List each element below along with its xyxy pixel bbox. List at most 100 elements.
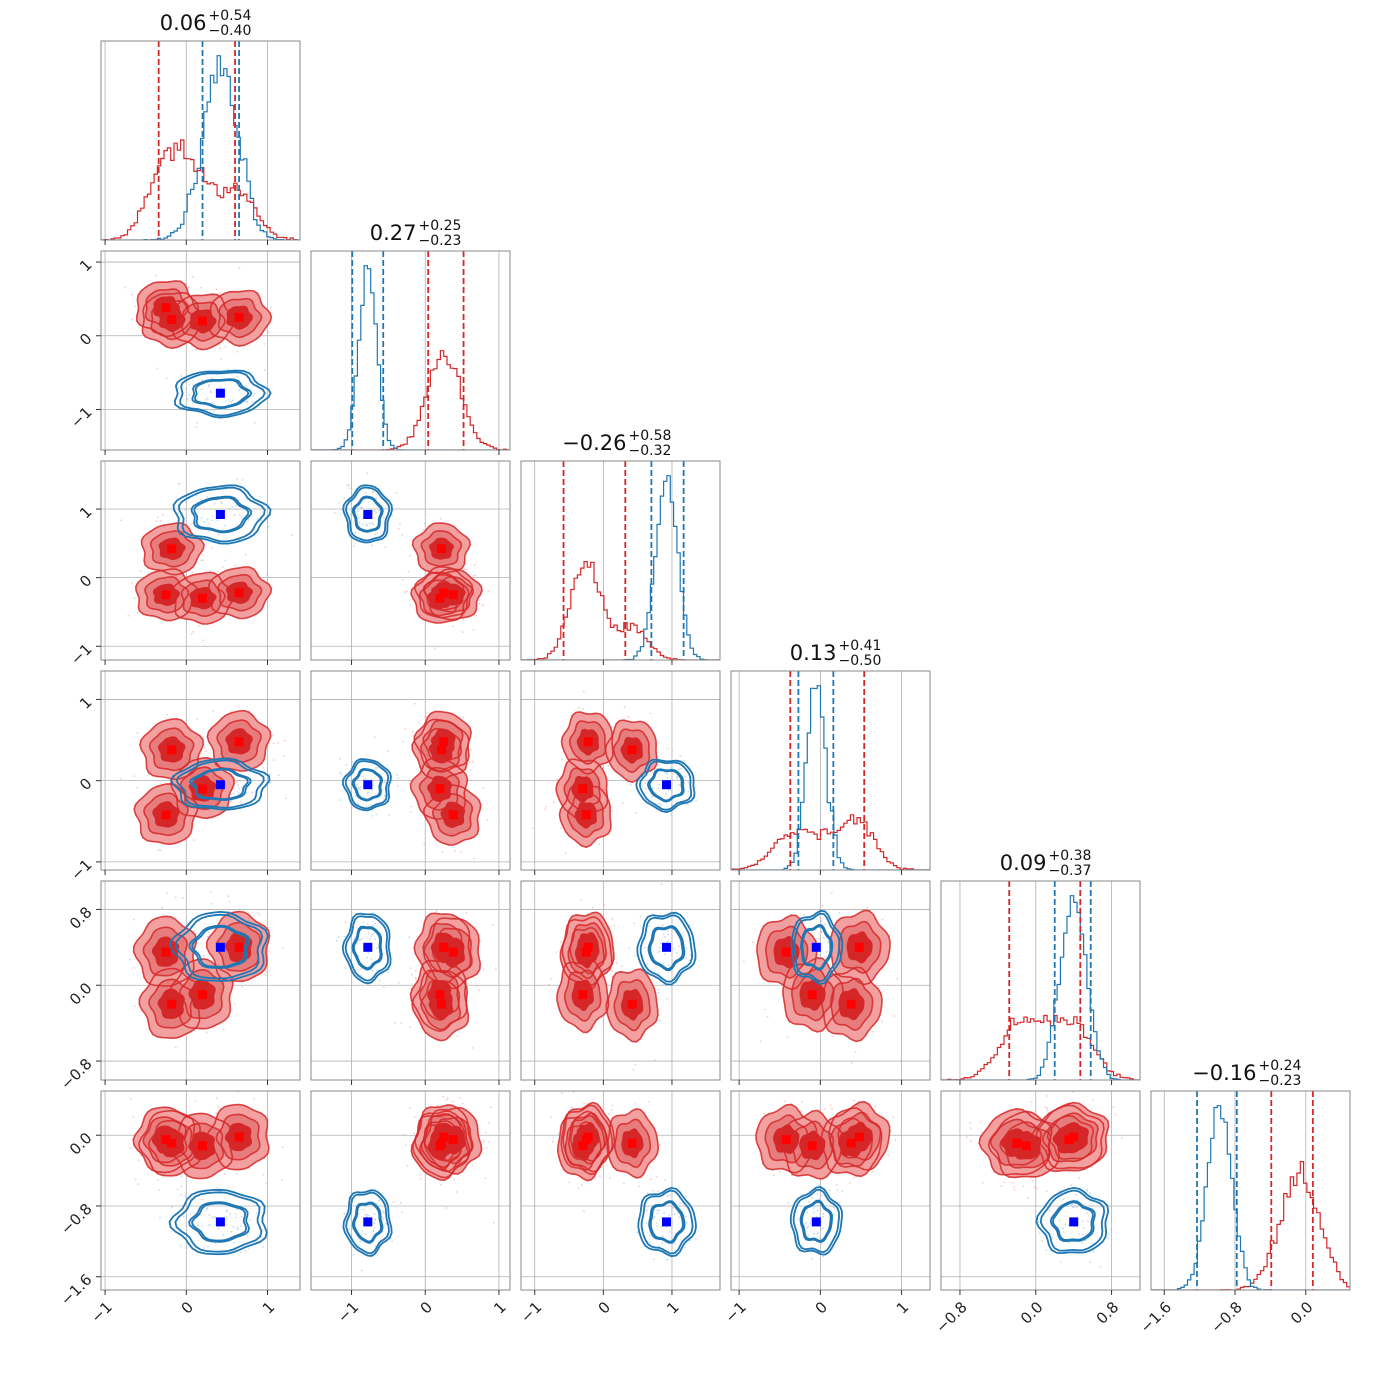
sample-point-blue: [204, 398, 207, 401]
red-contour: [422, 922, 464, 974]
sample-point-blue: [177, 482, 180, 485]
sample-point-blue: [211, 377, 213, 380]
sample-point-blue: [833, 1206, 835, 1208]
sample-point-red: [1033, 1186, 1036, 1189]
sample-point-red: [482, 787, 485, 790]
sample-point-red: [201, 559, 204, 562]
sample-point-red: [896, 978, 899, 980]
sample-point-blue: [303, 538, 305, 540]
panel-content: [941, 881, 1140, 1080]
sample-point-blue: [399, 523, 401, 526]
red-mode-marker: [167, 315, 177, 324]
sample-point-blue: [366, 1215, 368, 1218]
sample-point-red: [204, 747, 206, 749]
sample-point-blue: [206, 1207, 209, 1209]
red-mode-marker: [448, 1135, 458, 1145]
red-contour: [413, 912, 472, 985]
red-contour: [1046, 1112, 1099, 1160]
sample-point-blue: [664, 936, 666, 938]
sample-point-blue: [225, 488, 228, 491]
sample-point-red: [582, 707, 584, 710]
sample-point-blue: [186, 398, 189, 400]
red-mode-marker: [439, 1132, 449, 1142]
sample-point-red: [532, 827, 534, 830]
sample-point-blue: [348, 1228, 351, 1231]
blue-contour: [801, 925, 832, 970]
sample-point-blue: [384, 546, 387, 549]
sample-point-red: [545, 805, 548, 808]
sample-point-blue: [1084, 1202, 1086, 1205]
sample-point-red: [268, 969, 271, 972]
sample-point-blue: [374, 938, 376, 941]
sample-point-blue: [633, 922, 636, 925]
sample-point-blue: [355, 942, 358, 945]
red-contour: [411, 522, 472, 575]
sample-point-blue: [816, 1233, 819, 1235]
sample-point-red: [202, 639, 205, 642]
sample-point-red: [469, 748, 472, 751]
sample-point-red: [415, 969, 417, 972]
sample-point-red: [643, 1082, 645, 1084]
sample-point-blue: [657, 951, 660, 954]
sample-point-blue: [392, 1201, 395, 1203]
sample-point-red: [234, 564, 237, 567]
sample-point-blue: [364, 777, 367, 780]
sample-point-blue: [635, 812, 638, 814]
sample-point-blue: [652, 1189, 655, 1192]
sample-point-red: [236, 350, 239, 353]
sample-point-red: [1092, 1099, 1094, 1101]
red-mode-marker: [437, 544, 446, 554]
red-mode-marker: [1064, 1135, 1074, 1145]
sample-point-blue: [372, 911, 375, 914]
sample-point-blue: [195, 494, 198, 497]
sample-point-blue: [353, 545, 355, 547]
sample-point-red: [849, 1182, 851, 1184]
sample-point-red: [245, 1083, 247, 1085]
sample-point-red: [607, 764, 610, 767]
sample-point-blue: [676, 775, 679, 778]
sample-point-red: [409, 967, 412, 970]
sample-point-blue: [639, 915, 642, 918]
red-mode-marker: [167, 999, 177, 1009]
sample-point-red: [491, 924, 494, 926]
red-contour: [556, 1110, 610, 1182]
histogram-blue: [521, 475, 720, 660]
histogram-red: [731, 814, 930, 870]
red-contour: [215, 1113, 261, 1161]
sample-point-blue: [372, 523, 375, 526]
title-upper-1: +0.25: [419, 218, 462, 234]
sample-point-red: [157, 516, 159, 519]
sample-point-red: [591, 906, 594, 909]
red-contour: [413, 710, 472, 773]
sample-point-blue: [1082, 1227, 1085, 1229]
sample-point-blue: [1062, 1227, 1064, 1229]
sample-point-blue: [805, 1222, 808, 1224]
sample-point-red: [265, 970, 267, 973]
red-mode-marker: [234, 1132, 244, 1142]
panel-frame: [310, 1090, 511, 1291]
sample-point-blue: [220, 502, 223, 505]
sample-point-red: [397, 527, 400, 530]
sample-point-blue: [208, 522, 211, 525]
red-contour: [205, 1103, 270, 1171]
sample-point-blue: [368, 938, 371, 941]
sample-point-blue: [645, 787, 647, 790]
sample-point-red: [282, 947, 284, 950]
red-contour: [180, 579, 226, 618]
panel-frame: [100, 880, 301, 1081]
red-contour: [144, 576, 190, 614]
blue-mode-marker: [215, 780, 225, 790]
sample-point-red: [481, 604, 484, 607]
sample-point-blue: [807, 1201, 810, 1204]
sample-point-blue: [645, 1222, 648, 1225]
sample-point-blue: [676, 777, 678, 780]
sample-point-red: [455, 1191, 458, 1193]
red-mode-marker: [807, 1141, 817, 1151]
sample-point-red: [277, 741, 280, 744]
sample-point-blue: [179, 515, 182, 517]
sample-point-red: [552, 801, 555, 803]
sample-point-blue: [344, 921, 347, 924]
blue-contour: [353, 496, 383, 532]
sample-point-red: [611, 970, 614, 973]
sample-point-red: [638, 1185, 640, 1188]
